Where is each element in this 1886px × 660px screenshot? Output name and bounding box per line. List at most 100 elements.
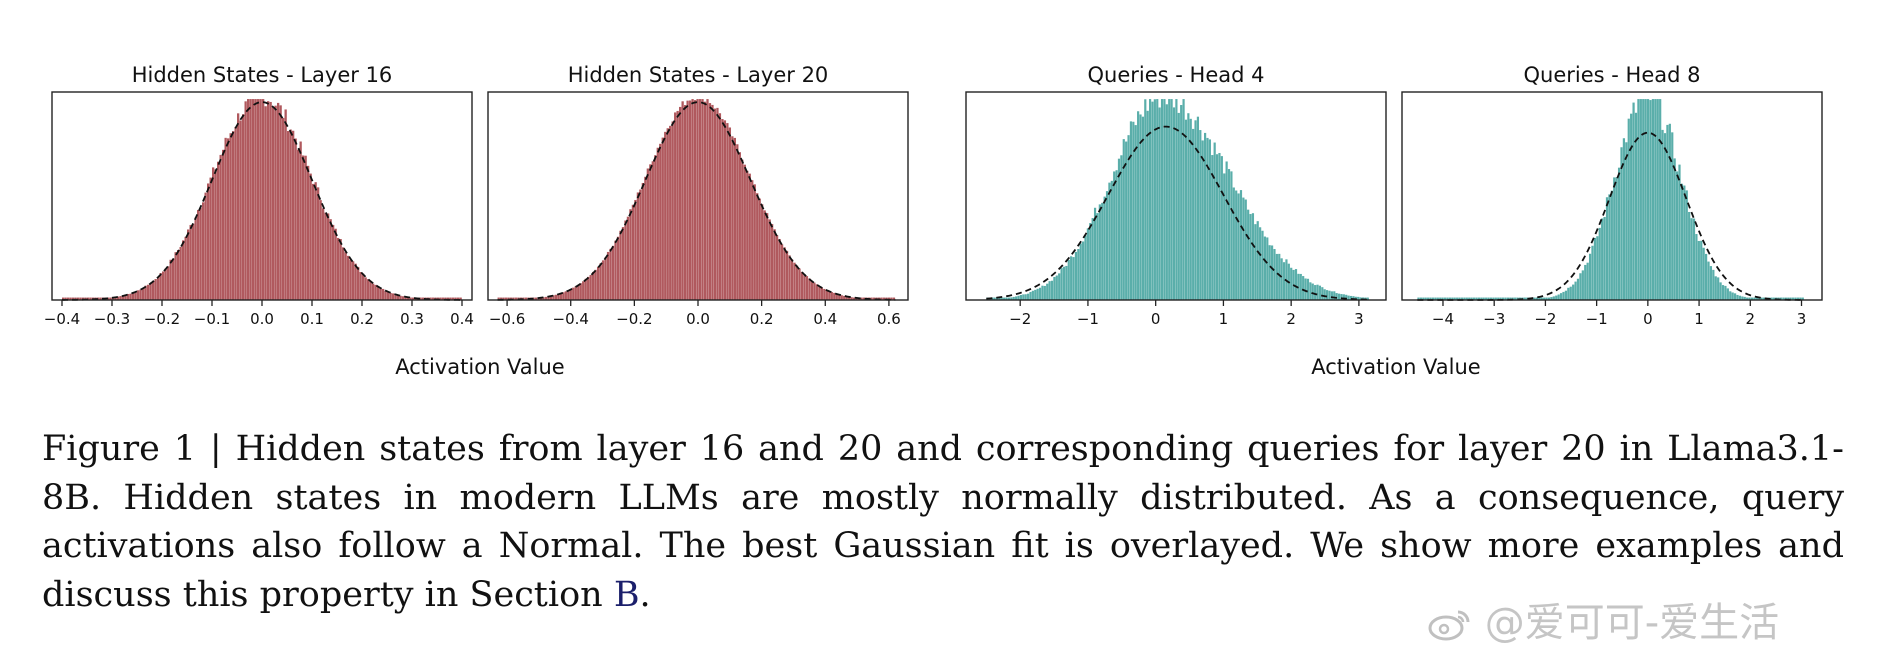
histogram-bar bbox=[810, 280, 814, 300]
histogram-bar bbox=[1779, 297, 1783, 300]
histogram-bar bbox=[1294, 269, 1298, 300]
histogram-bar bbox=[1302, 276, 1305, 300]
histogram-bar bbox=[142, 288, 145, 300]
histogram-bar bbox=[1254, 224, 1257, 300]
histogram-bar bbox=[1275, 253, 1278, 300]
x-tick-label: 0 bbox=[1151, 310, 1161, 328]
histogram-bar bbox=[302, 155, 305, 300]
histogram-bar bbox=[1671, 132, 1674, 300]
histogram-bar bbox=[304, 155, 307, 300]
x-tick-label: 0.2 bbox=[750, 310, 774, 328]
histogram-bar bbox=[279, 105, 282, 300]
histogram-bar bbox=[1187, 113, 1190, 301]
histogram-bar bbox=[329, 219, 332, 300]
histogram-bar bbox=[1610, 190, 1613, 300]
histogram-bar bbox=[1148, 99, 1152, 300]
histogram-bar bbox=[1709, 266, 1713, 300]
histogram-bar bbox=[599, 263, 602, 300]
histogram-bar bbox=[1724, 285, 1727, 300]
histogram-bar bbox=[512, 297, 515, 300]
caption-text: Figure 1 | Hidden states from layer 16 a… bbox=[42, 429, 1844, 615]
histogram-bar bbox=[1110, 180, 1113, 300]
histogram-bar bbox=[382, 288, 385, 300]
histogram-bar bbox=[1753, 297, 1756, 300]
histogram-bar bbox=[1053, 276, 1056, 300]
histogram-bar bbox=[775, 235, 779, 300]
x-tick-label: −1 bbox=[1586, 310, 1608, 328]
histogram-bar bbox=[1349, 295, 1353, 300]
histogram-bar bbox=[137, 290, 140, 300]
histogram-bar bbox=[1256, 221, 1259, 300]
histogram-bar bbox=[449, 297, 452, 300]
histogram-bar bbox=[1230, 171, 1233, 300]
histogram-bar bbox=[447, 297, 450, 300]
histogram-bar bbox=[1675, 171, 1679, 300]
gaussian-fit-curve bbox=[497, 101, 896, 301]
histogram-bar bbox=[1093, 207, 1097, 300]
histogram-bar bbox=[616, 236, 620, 300]
histogram-bar bbox=[79, 297, 82, 300]
histogram-bar bbox=[1290, 267, 1293, 300]
histogram-bar bbox=[753, 184, 756, 300]
histogram-bar bbox=[840, 295, 843, 300]
histogram-bar bbox=[112, 297, 115, 300]
histogram-bar bbox=[1340, 294, 1343, 300]
histogram-bar bbox=[452, 297, 455, 300]
histogram-bar bbox=[666, 128, 669, 300]
histogram-bar bbox=[324, 212, 327, 300]
histogram-bar bbox=[1316, 284, 1319, 300]
histogram-bar bbox=[1533, 297, 1536, 300]
histogram-bar bbox=[574, 286, 577, 300]
histogram-bar bbox=[174, 252, 177, 300]
histogram-bar bbox=[1333, 291, 1336, 300]
histogram-bar bbox=[259, 99, 262, 300]
histogram-bar bbox=[229, 133, 232, 300]
histogram-bar bbox=[387, 291, 390, 300]
histogram-bar bbox=[1156, 99, 1159, 300]
histogram-bar bbox=[217, 161, 220, 300]
section-link[interactable]: B bbox=[613, 574, 640, 615]
histogram-bar bbox=[1345, 294, 1348, 300]
histogram-bar bbox=[319, 200, 322, 300]
histogram-bar bbox=[1211, 155, 1214, 300]
histogram-bar bbox=[1146, 110, 1149, 300]
histogram-bar bbox=[1206, 137, 1209, 300]
histogram-bar bbox=[309, 173, 312, 300]
histogram-bar bbox=[843, 295, 846, 300]
histogram-bar bbox=[1036, 288, 1039, 300]
histogram-bar bbox=[1697, 240, 1700, 300]
histogram-bar bbox=[207, 183, 210, 300]
histogram-bar bbox=[1194, 120, 1197, 300]
histogram-bar bbox=[1579, 273, 1582, 300]
histogram-bar bbox=[1678, 164, 1681, 300]
histogram-bar bbox=[1596, 236, 1599, 300]
histogram-bar bbox=[768, 219, 771, 300]
histogram-bar bbox=[1719, 282, 1722, 300]
histogram-bar bbox=[1065, 265, 1068, 300]
histogram-bar bbox=[828, 290, 831, 300]
panel-title: Hidden States - Layer 16 bbox=[132, 63, 393, 87]
histogram-bar bbox=[337, 237, 340, 300]
histogram-bar bbox=[1007, 297, 1011, 300]
histogram-bar bbox=[1680, 183, 1684, 300]
histogram-bar bbox=[454, 297, 457, 300]
histogram-bar bbox=[1120, 155, 1123, 300]
histogram-bar bbox=[332, 224, 335, 300]
histogram-bar bbox=[362, 273, 365, 300]
histogram-bar bbox=[795, 265, 799, 300]
histogram-bar bbox=[314, 182, 317, 300]
histogram-bar bbox=[534, 297, 538, 300]
histogram-bar bbox=[72, 297, 75, 300]
histogram-bar bbox=[1439, 297, 1442, 300]
histogram-bar bbox=[626, 216, 630, 300]
histogram-bar bbox=[287, 131, 290, 300]
histogram-bar bbox=[803, 274, 806, 300]
histogram-bar bbox=[184, 236, 187, 300]
histogram-bar bbox=[1113, 171, 1116, 300]
histogram-bar bbox=[552, 295, 555, 300]
histogram-bar bbox=[1086, 228, 1089, 300]
x-tick-label: 1 bbox=[1219, 310, 1229, 328]
histogram-bar bbox=[232, 131, 235, 300]
histogram-bar bbox=[1791, 297, 1795, 300]
histogram-panel-2: Hidden States - Layer 20 −0.6 −0.4 −0.2 0.0 0… bbox=[487, 63, 909, 328]
